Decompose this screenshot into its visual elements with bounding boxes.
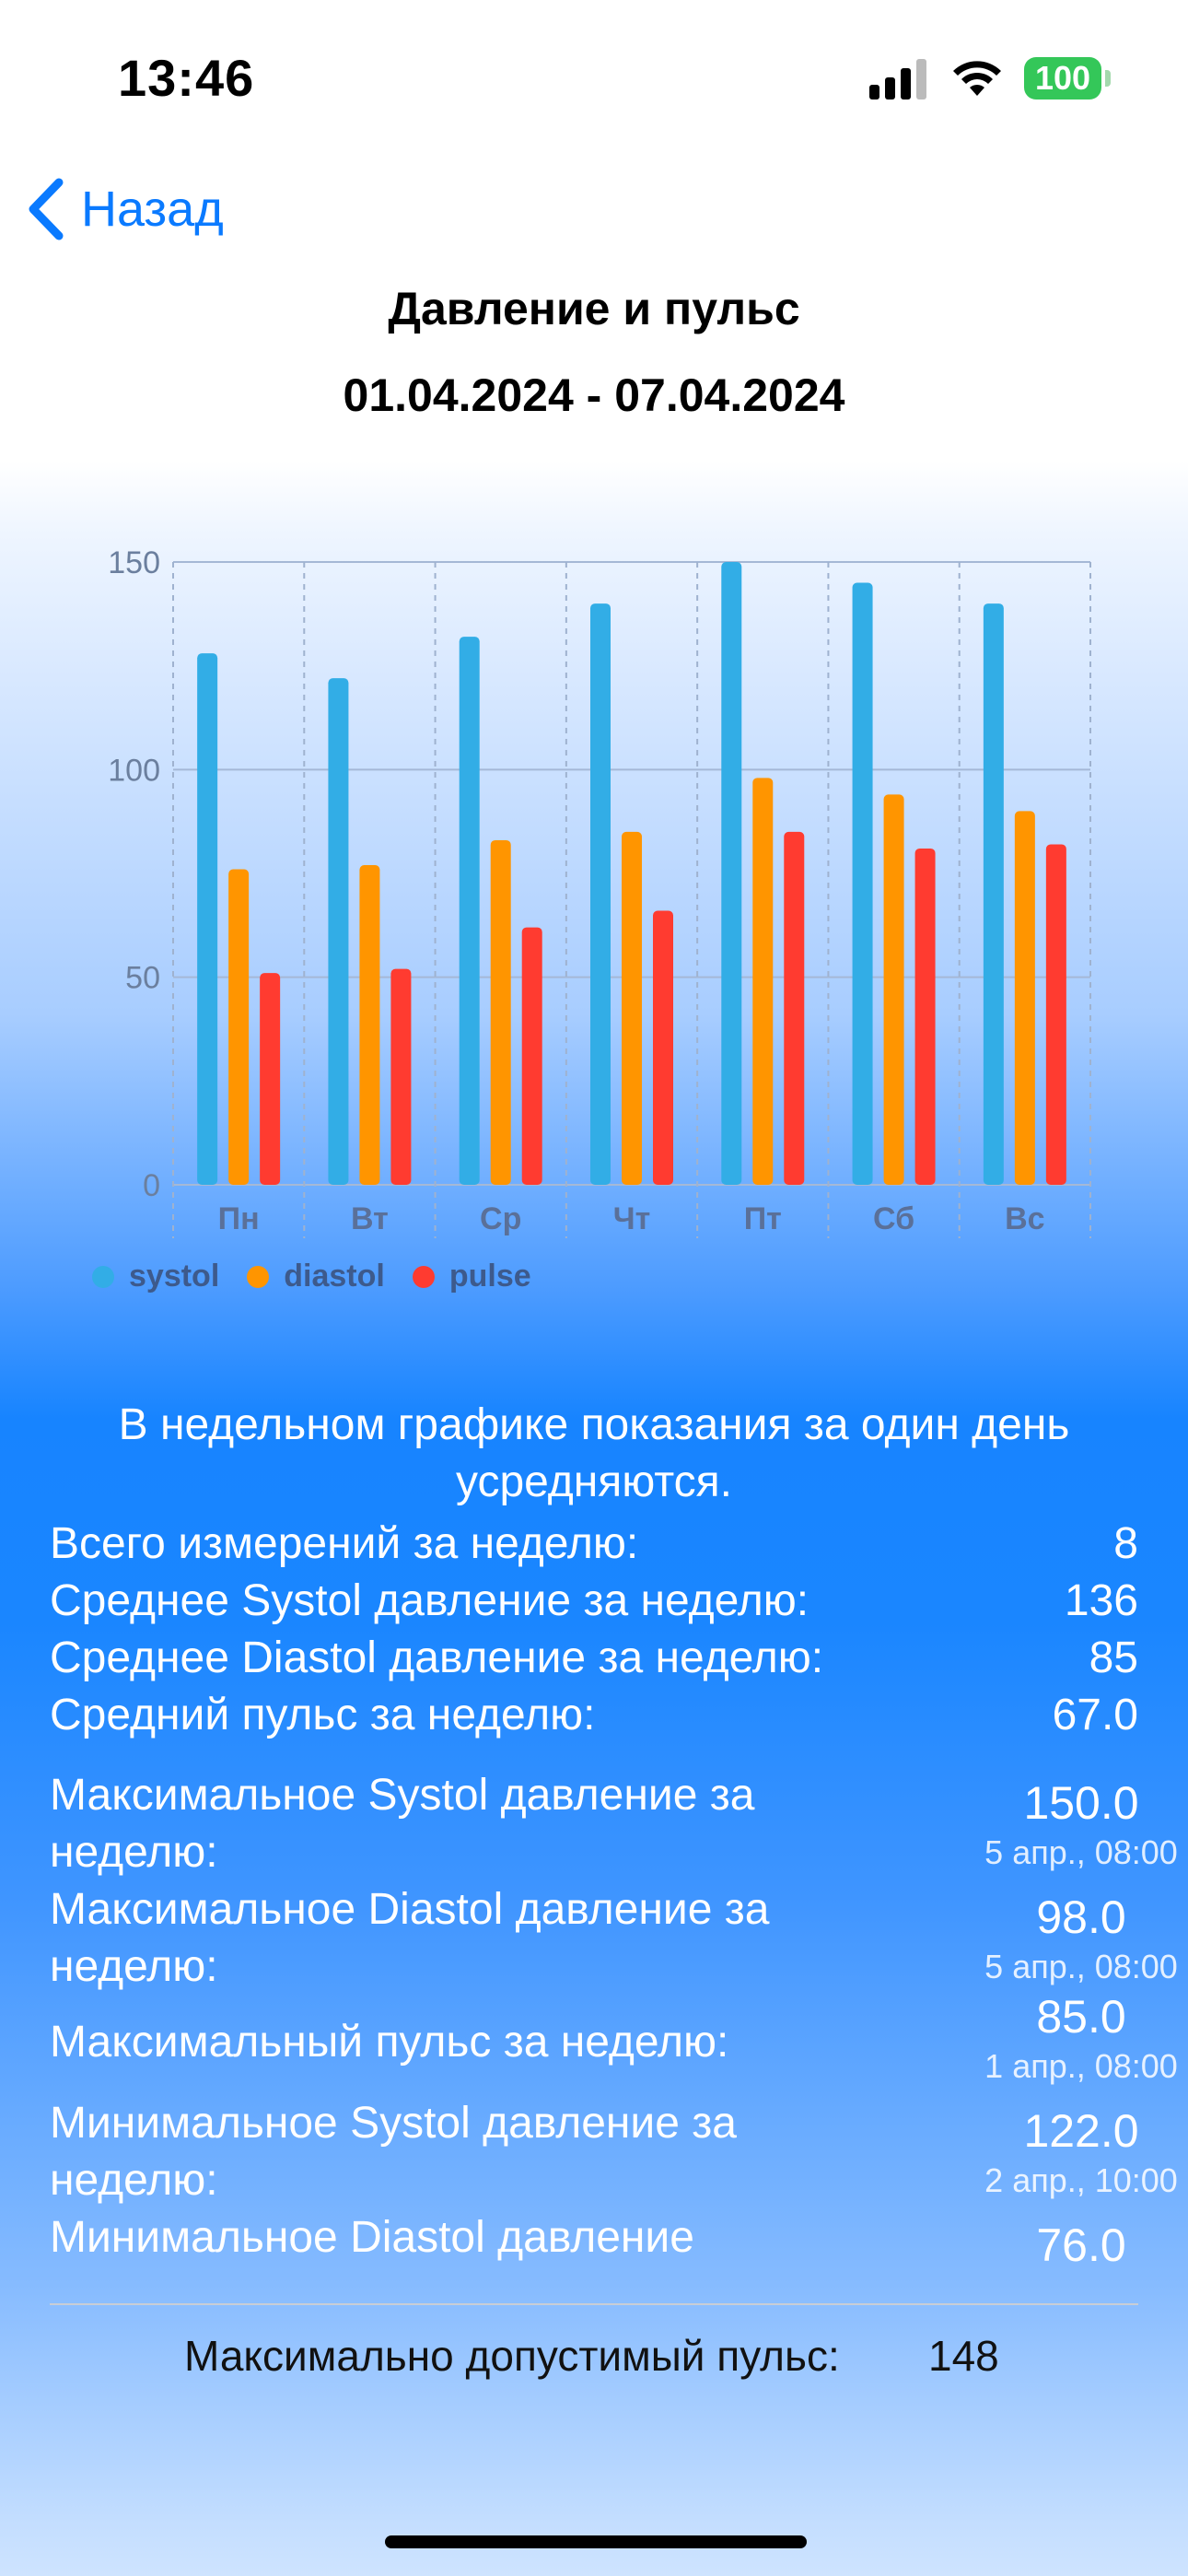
- stat-value: 85.0: [1036, 1991, 1126, 2043]
- max-pulse-value: 148: [928, 2332, 999, 2380]
- y-tick-label: 150: [108, 545, 160, 580]
- cellular-signal-icon: [869, 59, 928, 100]
- bar-systol: [983, 603, 1004, 1185]
- status-time: 13:46: [118, 49, 255, 107]
- bar-pulse: [784, 831, 805, 1185]
- stat-date: 5 апр., 08:00: [984, 1833, 1178, 1871]
- bar-systol: [852, 582, 873, 1185]
- y-tick-label: 100: [108, 753, 160, 788]
- battery-nub: [1105, 70, 1111, 87]
- stat-label: Максимальное Diastol давление за неделю:: [50, 1885, 770, 1991]
- stat-label: Всего измерений за неделю:: [50, 1519, 639, 1568]
- x-tick-label: Вт: [351, 1201, 389, 1236]
- stat-label: Минимальное Systol давление за неделю:: [50, 2099, 737, 2205]
- x-tick-label: Пн: [218, 1201, 260, 1236]
- legend-item-pulse: pulse: [412, 1259, 531, 1294]
- legend-dot-diastol: [247, 1265, 270, 1288]
- bar-pulse: [390, 968, 412, 1185]
- bar-pulse: [521, 927, 542, 1185]
- legend-item-diastol: diastol: [247, 1259, 385, 1294]
- stat-value: 85: [1089, 1633, 1138, 1682]
- x-tick-label: Чт: [613, 1201, 651, 1236]
- battery-icon: 100: [1024, 57, 1101, 100]
- bar-systol: [721, 562, 742, 1185]
- max-pulse-label: Максимально допустимый пульс:: [184, 2332, 840, 2380]
- y-tick-label: 0: [143, 1168, 160, 1203]
- bar-diastol: [1014, 811, 1035, 1185]
- back-button[interactable]: Назад: [26, 177, 224, 241]
- x-tick-label: Вс: [1005, 1201, 1044, 1236]
- bar-systol: [197, 653, 218, 1185]
- stat-value: 122.0: [1023, 2105, 1139, 2157]
- stat-value: 150.0: [1023, 1777, 1139, 1829]
- bar-pulse: [260, 973, 281, 1185]
- bar-pulse: [653, 910, 673, 1185]
- chart-legend: systol diastol pulse: [92, 1259, 531, 1294]
- legend-dot-systol: [92, 1265, 114, 1288]
- chart-svg: 0 50 100 150 Пн Вт Ср Чт Пт Сб Вс: [108, 545, 1091, 1238]
- legend-item-systol: systol: [92, 1259, 219, 1294]
- stat-date: 5 апр., 08:00: [984, 1948, 1178, 1985]
- bar-diastol: [228, 869, 250, 1185]
- weekly-bar-chart: 0 50 100 150 Пн Вт Ср Чт Пт Сб Вс: [0, 516, 1188, 1327]
- stat-label: Средний пульс за неделю:: [50, 1691, 596, 1739]
- stat-label: Среднее Diastol давление за неделю:: [50, 1633, 824, 1682]
- x-tick-label: Пт: [744, 1201, 782, 1236]
- date-range: 01.04.2024 - 07.04.2024: [343, 369, 845, 421]
- y-tick-label: 50: [125, 961, 160, 996]
- stat-value: 136: [1064, 1576, 1138, 1625]
- page-title: Давление и пульс: [388, 283, 800, 334]
- bar-pulse: [914, 848, 936, 1185]
- legend-label-systol: systol: [129, 1259, 220, 1294]
- bar-systol: [590, 603, 611, 1185]
- legend-label-diastol: diastol: [284, 1259, 385, 1294]
- divider: [50, 2303, 1138, 2305]
- bar-diastol: [883, 794, 904, 1185]
- home-indicator[interactable]: [385, 2535, 807, 2548]
- stat-value: 98.0: [1036, 1891, 1126, 1943]
- stat-label: Среднее Systol давление за неделю:: [50, 1576, 809, 1625]
- status-bar: 13:46 100: [0, 0, 1188, 157]
- bar-diastol: [490, 839, 511, 1185]
- stat-value: 76.0: [1036, 2219, 1126, 2271]
- stat-label: Минимальное Diastol давление: [50, 2213, 694, 2262]
- averaging-note: В недельном графике показания за один де…: [118, 1400, 1070, 1506]
- bar-diastol: [359, 864, 380, 1185]
- bar-pulse: [1045, 844, 1066, 1185]
- chevron-left-icon: [29, 178, 64, 240]
- legend-label-pulse: pulse: [448, 1259, 531, 1294]
- wifi-icon: [953, 61, 1001, 96]
- stat-date: 2 апр., 10:00: [984, 2161, 1178, 2199]
- stat-value: 67.0: [1052, 1691, 1138, 1739]
- back-label: Назад: [81, 181, 224, 237]
- legend-dot-pulse: [412, 1265, 435, 1288]
- x-tick-label: Сб: [873, 1201, 914, 1236]
- stat-label: Максимальное Systol давление за неделю:: [50, 1771, 755, 1877]
- bar-diastol: [752, 778, 774, 1185]
- stat-label: Максимальный пульс за неделю:: [50, 2018, 729, 2067]
- stat-value: 8: [1113, 1519, 1138, 1568]
- x-tick-label: Ср: [480, 1201, 521, 1236]
- bar-systol: [328, 678, 349, 1185]
- bar-systol: [459, 637, 480, 1185]
- stat-date: 1 апр., 08:00: [984, 2047, 1178, 2085]
- bar-diastol: [622, 831, 642, 1185]
